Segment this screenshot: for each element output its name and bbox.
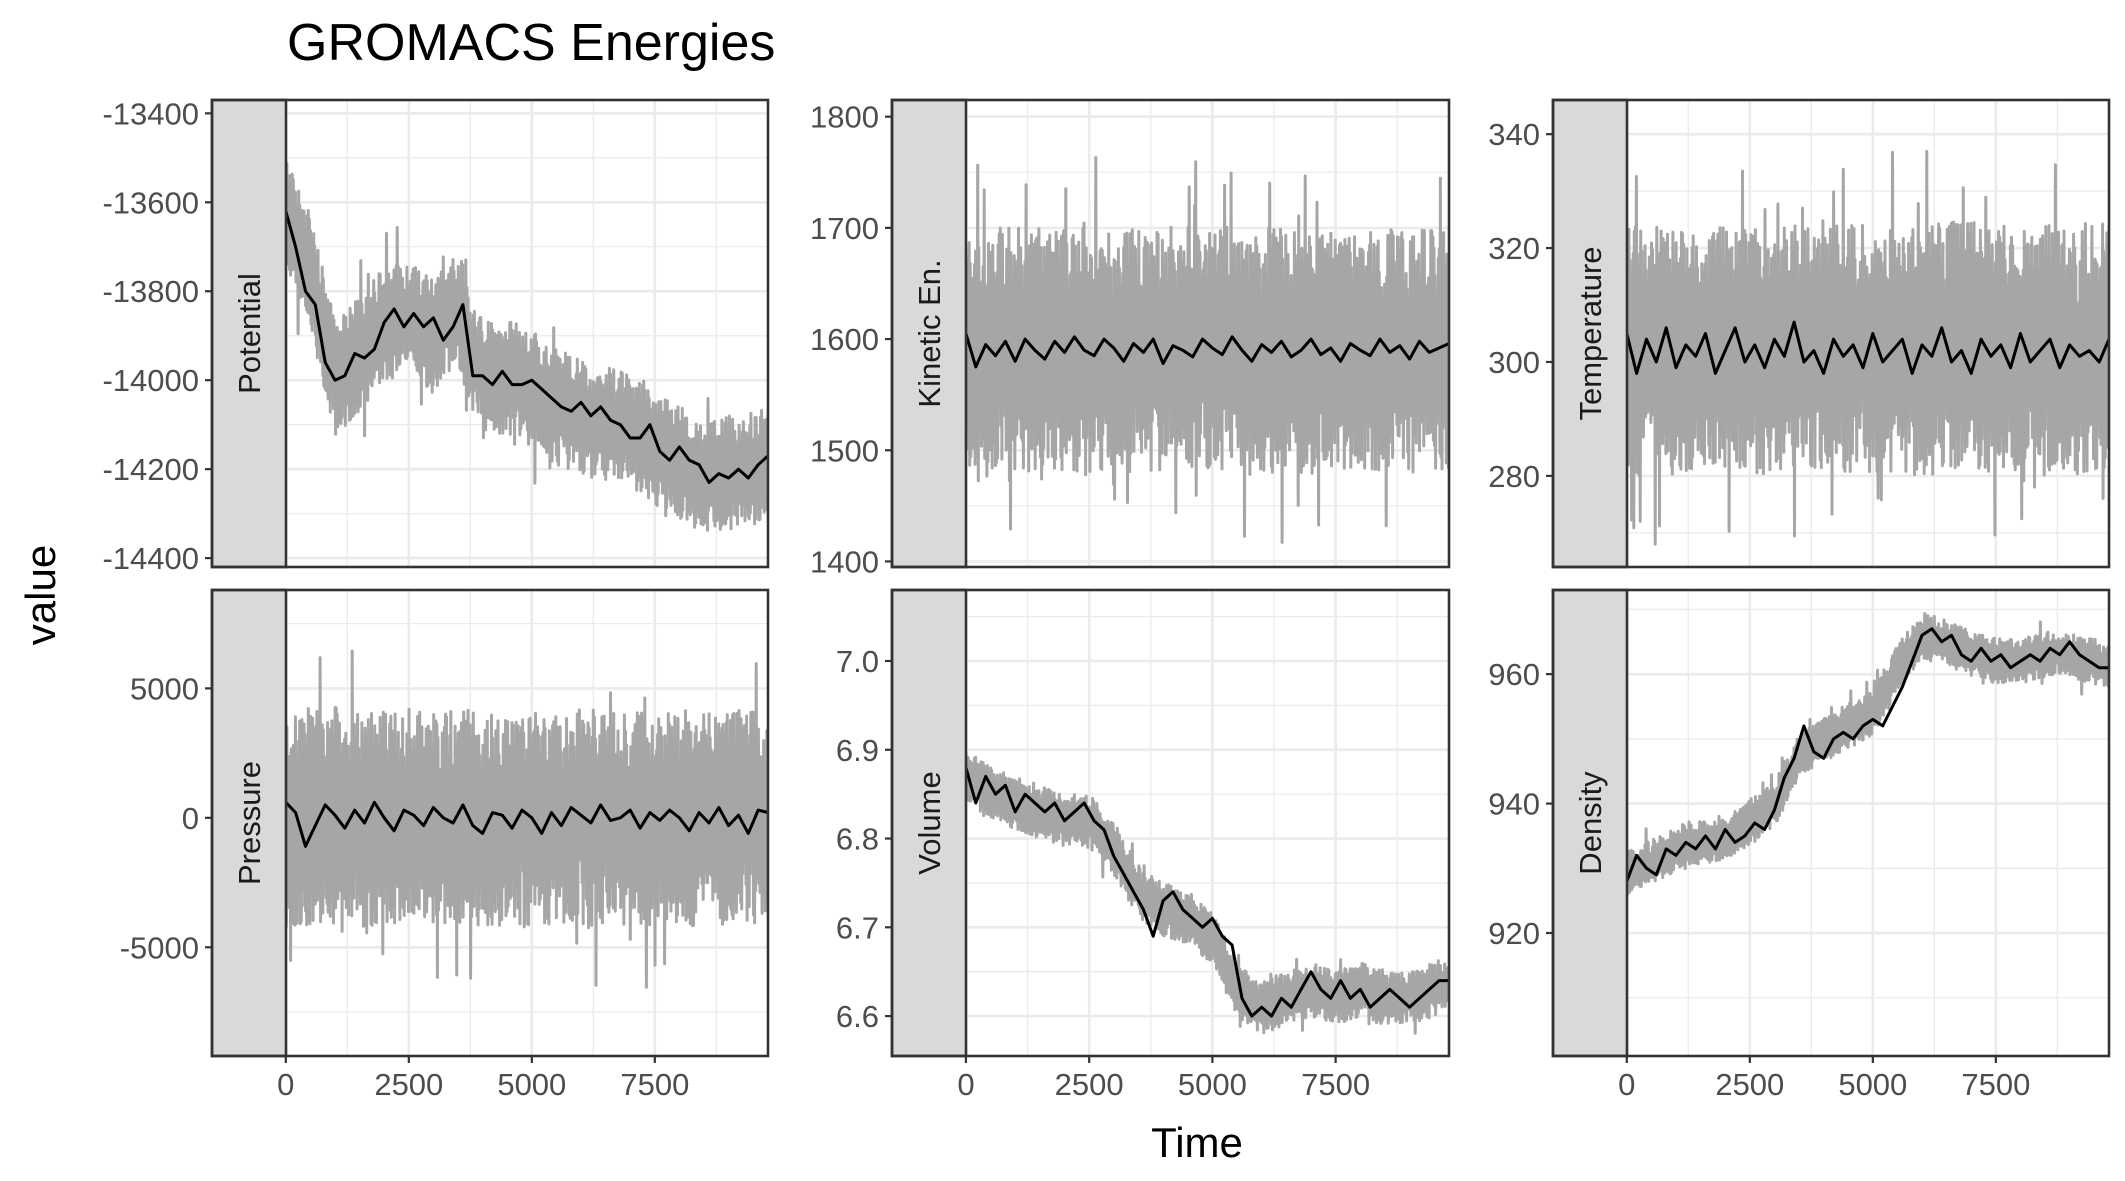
y-tick-label: 320	[1488, 231, 1540, 266]
panel-volume: Volume 6.6 6.7 6.8 6.9 7.0 0 2500 5000 7500	[836, 588, 1451, 1102]
facet-strip	[890, 98, 968, 569]
series-smooth-line	[284, 210, 768, 484]
panel-border	[210, 98, 770, 569]
y-tick-label: 6.7	[836, 910, 879, 945]
panel-border	[1551, 98, 2111, 569]
x-axis-title: Time	[1151, 1119, 1243, 1166]
facet-strip	[210, 588, 288, 1058]
series-smooth-line	[1625, 320, 2109, 375]
y-tick-label: -13600	[102, 185, 199, 220]
series-raw-line	[964, 752, 1449, 1035]
y-axis-title: value	[17, 545, 64, 645]
y-tick-label: 1800	[810, 100, 879, 135]
panel-border	[210, 588, 770, 1058]
x-tick-label: 5000	[1178, 1067, 1247, 1102]
x-tick-label: 7500	[1961, 1067, 2030, 1102]
y-tick-label: 0	[182, 801, 199, 836]
x-tick-label: 0	[957, 1067, 974, 1102]
y-tick-label: 1500	[810, 433, 879, 468]
y-tick-label: -14000	[102, 363, 199, 398]
facet-panels: Potential -13400 -13600 -13800 -14000 -14200 -…	[102, 96, 2111, 1102]
x-tick-label: 5000	[497, 1067, 566, 1102]
series-raw-line	[1625, 612, 2109, 897]
x-tick-label: 2500	[1715, 1067, 1784, 1102]
y-tick-label: 6.8	[836, 822, 879, 857]
chart-title: GROMACS Energies	[287, 14, 775, 72]
series-raw-line	[1625, 150, 2109, 546]
y-tick-label: 340	[1488, 117, 1540, 152]
y-tick-label: -14200	[102, 452, 199, 487]
panel-pressure: Pressure 5000 0 -5000 0 2500 5000 7500	[120, 588, 770, 1102]
y-tick-label: -13400	[102, 96, 199, 131]
facet-strip-label: Density	[1573, 771, 1608, 875]
y-tick-label: 960	[1488, 657, 1540, 692]
series-smooth-line	[964, 333, 1449, 369]
y-tick-label: 1400	[810, 544, 879, 579]
panel-density: Density 920 940 960 0 2500 5000 7500	[1488, 588, 2111, 1102]
y-tick-label: 5000	[130, 671, 199, 706]
series-raw-line	[964, 156, 1449, 544]
panel-kinetic-en: Kinetic En. 1400 1500 1600 1700 1800	[810, 98, 1451, 579]
x-tick-label: 5000	[1838, 1067, 1907, 1102]
series-raw-line	[284, 649, 768, 989]
y-tick-label: 940	[1488, 787, 1540, 822]
x-tick-label: 2500	[374, 1067, 443, 1102]
panel-border	[1551, 588, 2111, 1058]
facet-strip-label: Kinetic En.	[912, 259, 947, 407]
series-smooth-line	[1625, 627, 2109, 882]
facet-strip-label: Temperature	[1573, 246, 1608, 420]
panel-border	[890, 588, 1451, 1058]
panel-temperature: Temperature 280 300 320 340	[1488, 98, 2111, 569]
y-tick-label: -14400	[102, 541, 199, 576]
y-tick-label: -13800	[102, 274, 199, 309]
facet-strip	[890, 588, 968, 1058]
x-tick-label: 7500	[620, 1067, 689, 1102]
x-tick-label: 0	[277, 1067, 294, 1102]
y-tick-label: 1700	[810, 211, 879, 246]
facet-strip-label: Potential	[232, 273, 267, 394]
y-tick-label: 6.9	[836, 733, 879, 768]
panel-potential: Potential -13400 -13600 -13800 -14000 -14200 -…	[102, 96, 770, 576]
y-tick-label: -5000	[120, 930, 199, 965]
series-smooth-line	[964, 767, 1449, 1018]
facet-strip-label: Pressure	[232, 761, 267, 885]
y-tick-label: 7.0	[836, 644, 879, 679]
panel-border	[890, 98, 1451, 569]
y-tick-label: 300	[1488, 345, 1540, 380]
x-tick-label: 0	[1618, 1067, 1635, 1102]
y-tick-label: 280	[1488, 459, 1540, 494]
y-tick-label: 6.6	[836, 999, 879, 1034]
y-tick-label: 920	[1488, 916, 1540, 951]
series-raw-line	[284, 162, 768, 532]
series-smooth-line	[284, 800, 768, 848]
y-tick-label: 1600	[810, 322, 879, 357]
x-tick-label: 7500	[1301, 1067, 1370, 1102]
x-tick-label: 2500	[1055, 1067, 1124, 1102]
facet-strip-label: Volume	[912, 771, 947, 874]
